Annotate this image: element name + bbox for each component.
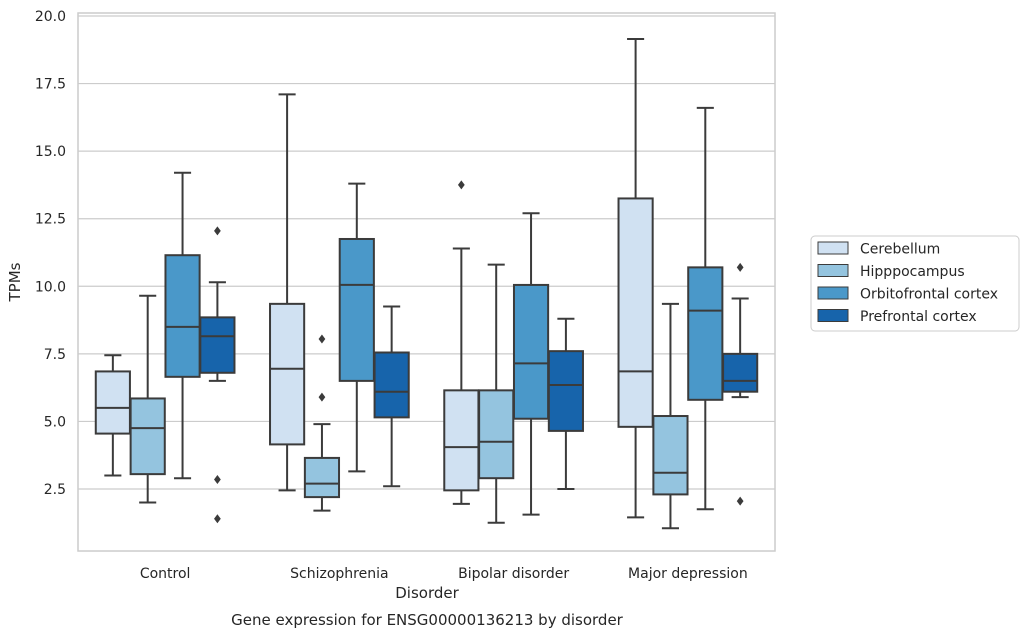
legend-swatch (817, 309, 849, 322)
iqr-box (617, 197, 654, 428)
box-hipppocampus (129, 294, 166, 504)
iqr-box (512, 283, 550, 420)
iqr-box (443, 389, 480, 492)
iqr-box (652, 415, 689, 496)
legend-label: Prefrontal cortex (860, 309, 977, 325)
legend-item: Cerebellum (817, 241, 940, 258)
chart-caption: Gene expression for ENSG00000136213 by d… (231, 611, 624, 629)
box-prefrontal-cortex (199, 226, 236, 524)
legend-item: Prefrontal cortex (817, 309, 977, 325)
y-tick-label: 7.5 (44, 347, 66, 363)
box-hipppocampus (303, 334, 341, 512)
box-cerebellum (94, 354, 131, 477)
box-hipppocampus (478, 263, 515, 524)
box-orbitofrontal-cortex (687, 106, 724, 511)
x-tick-label: Schizophrenia (290, 566, 388, 582)
legend-swatch (817, 264, 849, 277)
y-tick-label: 20.0 (35, 9, 66, 25)
y-tick-label: 5.0 (44, 414, 66, 430)
box-prefrontal-cortex (722, 262, 759, 506)
iqr-box (94, 370, 131, 435)
box-hipppocampus (652, 302, 689, 530)
x-tick-label: Control (140, 566, 191, 582)
outlier-point (457, 180, 465, 190)
outlier-point (736, 496, 744, 506)
legend-frame (810, 235, 1020, 332)
iqr-box (338, 237, 375, 382)
legend-label: Hipppocampus (860, 264, 965, 280)
y-tick-label: 15.0 (35, 144, 66, 160)
box-orbitofrontal-cortex (512, 212, 550, 516)
outlier-point (214, 475, 221, 485)
box-orbitofrontal-cortex (164, 171, 201, 480)
x-tick-label: Major depression (628, 566, 748, 582)
y-tick-label: 12.5 (35, 212, 66, 228)
box-orbitofrontal-cortex (338, 182, 375, 473)
box-prefrontal-cortex (547, 317, 584, 490)
legend-label: Cerebellum (860, 242, 940, 258)
iqr-box (547, 350, 584, 432)
plot-frame (77, 12, 776, 552)
legend-label: Orbitofrontal cortex (860, 287, 998, 303)
box-cerebellum (443, 180, 480, 505)
x-tick-labels: Control Schizophrenia Bipolar disorder Majo… (140, 566, 748, 582)
outlier-point (318, 334, 326, 344)
legend-item: Orbitofrontal cortex (817, 286, 998, 303)
y-tick-label: 2.5 (44, 482, 66, 498)
legend-items: Cerebellum Hipppocampus Orbitofrontal cort… (817, 241, 998, 325)
legend: Cerebellum Hipppocampus Orbitofrontal cort… (810, 235, 1020, 332)
iqr-box (478, 389, 515, 480)
outlier-point (736, 262, 744, 272)
iqr-box (722, 352, 759, 393)
outlier-point (318, 392, 326, 402)
iqr-box (303, 456, 341, 499)
y-tick-label: 10.0 (35, 279, 66, 295)
box-prefrontal-cortex (373, 305, 410, 488)
iqr-box (269, 302, 306, 446)
x-tick-label: Bipolar disorder (458, 566, 569, 582)
box-cerebellum (269, 93, 306, 492)
boxes (94, 37, 759, 530)
outlier-point (214, 514, 221, 524)
iqr-box (164, 254, 201, 378)
y-axis-title: TPMs (6, 262, 24, 302)
outlier-point (214, 226, 221, 236)
y-tick-label: 17.5 (35, 77, 66, 93)
iqr-box (373, 351, 410, 419)
iqr-box (199, 316, 236, 374)
iqr-box (687, 266, 724, 401)
box-cerebellum (617, 37, 654, 519)
legend-swatch (817, 286, 849, 300)
x-axis-title: Disorder (395, 584, 459, 602)
legend-swatch (817, 241, 849, 255)
legend-item: Hipppocampus (817, 264, 965, 280)
iqr-box (129, 397, 166, 476)
y-tick-labels: 2.5 5.0 7.5 10.0 12.5 15.0 17.5 20.0 (35, 9, 66, 498)
